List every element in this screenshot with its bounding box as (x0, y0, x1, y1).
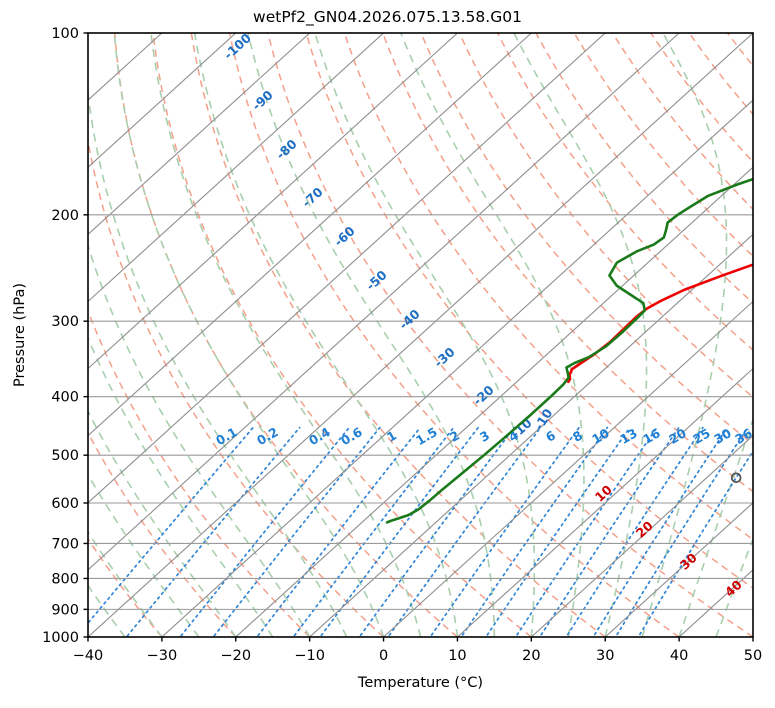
moist-adiabats-group (88, 33, 753, 637)
dewpoint-profile (385, 177, 753, 524)
y-tick-label: 200 (51, 208, 79, 224)
dry-adiabat (458, 33, 753, 398)
moist-adiabat (88, 87, 348, 637)
axis-ticks-group: −40 −30 −20 −10 0 10 20 30 40 50 100 200 300 400 500 60… (42, 26, 762, 664)
x-tick-label: 20 (522, 648, 540, 664)
moist-adiabat (400, 33, 585, 637)
x-tick-label: −30 (147, 648, 178, 664)
y-tick-label: 800 (51, 571, 79, 587)
isotherms-group (88, 33, 753, 637)
dry-adiabat (535, 33, 753, 305)
dry-adiabat (343, 33, 753, 541)
mixing-ratio-line (460, 426, 609, 637)
x-tick-label: −40 (73, 648, 104, 664)
dry-adiabat (228, 33, 680, 637)
x-tick-label: 10 (448, 648, 466, 664)
isotherm (88, 33, 753, 637)
y-tick-label: 100 (51, 26, 79, 42)
moist-adiabat (314, 33, 536, 637)
surface-marker (730, 472, 742, 484)
isotherm (88, 33, 606, 504)
mixing-ratio-group (88, 426, 753, 637)
y-tick-label: 900 (51, 602, 79, 618)
isotherm (88, 33, 532, 437)
x-tick-label: 50 (744, 648, 762, 664)
mixing-ratio-line (179, 426, 351, 637)
mixing-ratio-line (125, 426, 301, 637)
dry-adiabat (420, 33, 753, 446)
temperature-profile (567, 263, 753, 384)
isotherm (88, 33, 458, 370)
mixing-ratio-line (212, 426, 381, 637)
y-tick-label: 300 (51, 314, 79, 330)
mixing-ratio-line (538, 426, 680, 637)
mixing-ratio-line (484, 426, 631, 637)
mixing-ratio-line (429, 426, 580, 637)
x-tick-label: 40 (670, 648, 688, 664)
axis-titles-group: Temperature (°C) Pressure (hPa) (12, 283, 483, 691)
mixing-ratio-line (637, 449, 753, 637)
isotherm (530, 434, 753, 637)
x-tick-label: −20 (220, 648, 251, 664)
data-series-group (385, 177, 753, 524)
mixing-ratio-line (88, 426, 254, 625)
isotherm (604, 502, 753, 637)
dry-adiabat (267, 33, 753, 637)
mixing-ratio-line (514, 426, 658, 637)
isotherm (457, 367, 753, 637)
chart-title: wetPf2_GN04.2026.075.13.58.G01 (253, 8, 522, 26)
moist-adiabat (513, 33, 648, 637)
y-tick-label: 400 (51, 390, 79, 406)
isotherm (88, 33, 311, 236)
y-tick-label: 500 (51, 448, 79, 464)
x-axis-label: Temperature (°C) (357, 675, 483, 691)
y-tick-label: 1000 (42, 630, 79, 646)
mixing-ratio-line (592, 426, 729, 637)
y-tick-label: 600 (51, 496, 79, 512)
moist-adiabat (113, 33, 385, 637)
moist-adiabat (88, 242, 311, 637)
moist-adiabat (150, 33, 422, 637)
x-tick-label: 0 (379, 648, 388, 664)
isotherm (383, 300, 753, 637)
y-axis-label: Pressure (hPa) (12, 283, 28, 387)
isotherm (752, 636, 753, 637)
isotherm (161, 99, 753, 637)
mixing-ratio-line (614, 426, 749, 637)
mixing-ratio-line (319, 426, 480, 637)
dry-adiabat (766, 33, 775, 637)
moist-adiabat (247, 33, 496, 637)
isotherm (88, 33, 384, 303)
isotherm (235, 166, 753, 637)
mixing-ratio-line (292, 426, 455, 637)
x-tick-label: −10 (294, 648, 325, 664)
dry-adiabat (88, 308, 311, 637)
isotherm (309, 233, 753, 637)
isotherm (88, 33, 680, 571)
dry-adiabat (497, 33, 753, 351)
plot-spines (87, 32, 754, 638)
plot-border (87, 32, 754, 638)
isotherm (88, 33, 237, 168)
moist-adiabat (641, 33, 728, 637)
mixing-ratio-line (358, 426, 515, 637)
x-tick-label: 30 (596, 648, 614, 664)
moist-adiabat (752, 634, 753, 637)
dry-adiabat (152, 33, 532, 637)
y-tick-label: 700 (51, 536, 79, 552)
